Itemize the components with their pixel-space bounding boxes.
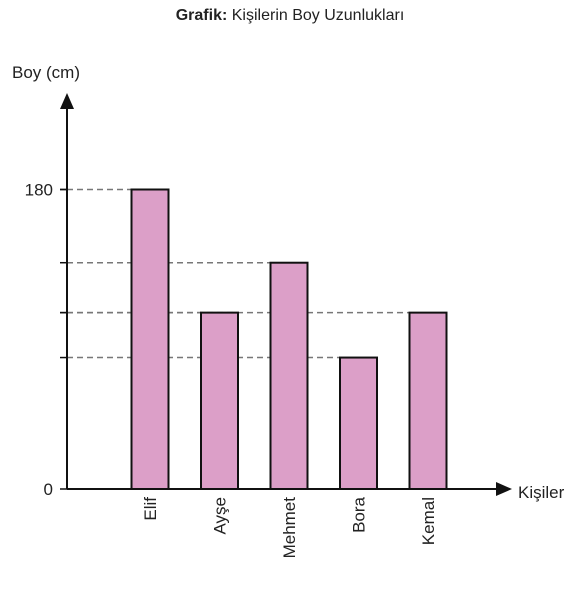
bar: [269, 261, 309, 491]
bar: [200, 311, 239, 490]
title-text: Kişilerin Boy Uzunlukları: [232, 7, 405, 24]
y-tick-label: 0: [44, 480, 53, 499]
bar: [130, 188, 170, 490]
title-label: Grafik:: [176, 7, 228, 24]
y-axis-arrow: [60, 93, 74, 109]
x-axis-label: Kişiler: [518, 483, 565, 502]
bar: [339, 356, 378, 490]
x-axis-arrow: [496, 482, 512, 496]
x-tick-label: Kemal: [419, 497, 438, 545]
y-tick-label: 180: [25, 181, 53, 200]
bars: [130, 188, 448, 491]
chart-title: Grafik: Kişilerin Boy Uzunlukları: [176, 7, 405, 24]
x-tick-label: Elif: [141, 497, 160, 521]
bar: [408, 311, 448, 490]
x-tick-label: Mehmet: [280, 497, 299, 559]
y-axis-label: Boy (cm): [12, 63, 80, 82]
x-tick-label: Ayşe: [211, 497, 230, 535]
x-tick-label: Bora: [350, 496, 369, 532]
